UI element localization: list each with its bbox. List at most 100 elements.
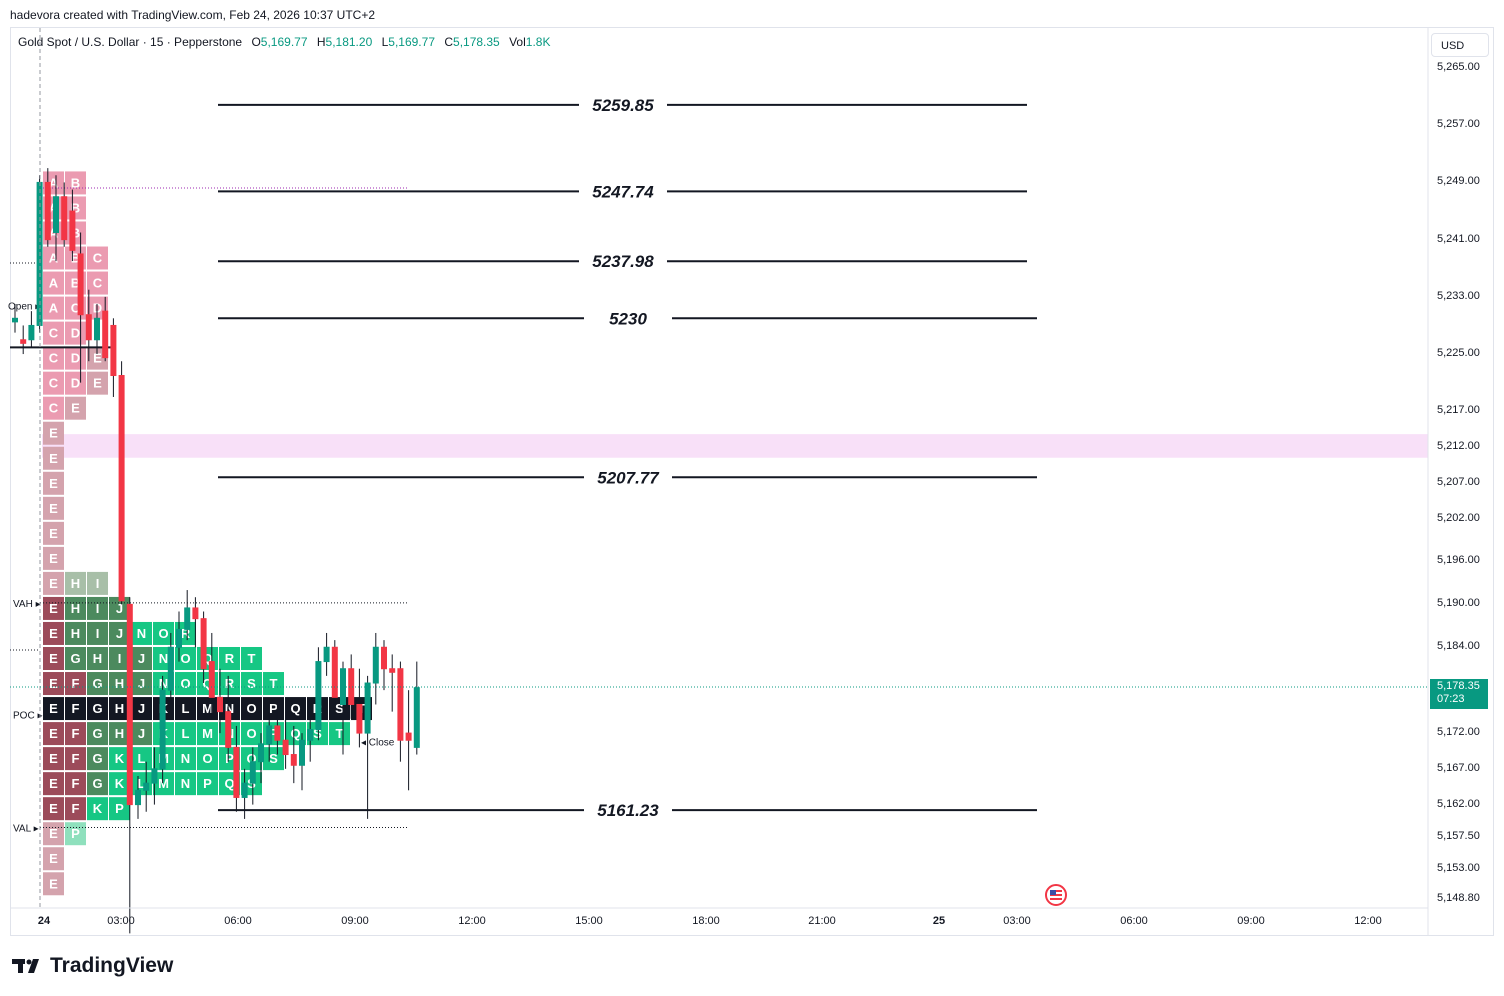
tpo-cell [43,847,64,871]
price-axis-label: 5,162.00 [1437,797,1480,810]
tpo-letter: N [225,701,234,716]
tpo-letter: C [49,376,59,391]
tpo-cell [87,672,108,696]
price-axis-label: 5,257.00 [1437,118,1480,131]
price-axis-label: 5,207.00 [1437,475,1480,488]
tpo-cell [87,797,108,821]
tpo-letter: F [72,751,80,766]
tpo-letter: G [92,701,102,716]
tpo-cell [65,772,86,796]
last-price-badge: 5,178.35 07:23 [1430,679,1488,709]
tpo-cell [219,646,240,670]
bar-countdown: 07:23 [1437,693,1465,705]
symbol-legend[interactable]: Gold Spot / U.S. Dollar · 15 · Peppersto… [18,35,550,49]
candle-up [143,782,150,791]
candle-down [381,646,387,670]
candle-down [20,339,27,344]
tpo-cell [263,672,284,696]
tpo-cell [219,697,240,721]
tpo-letter: J [138,726,145,741]
price-axis-label: 5,217.00 [1437,404,1480,417]
tpo-cell [65,621,86,645]
high-value: 5,181.20 [325,35,373,49]
tpo-letter: H [71,626,80,641]
currency-selector[interactable]: USD [1431,33,1489,57]
tpo-letter: B [71,251,80,266]
tpo-letter: N [159,676,168,691]
candle-down [397,668,404,741]
tpo-cell [109,722,130,746]
tpo-letter: E [49,576,58,591]
tpo-cell [43,471,64,495]
tpo-letter: N [159,651,168,666]
time-axis-label: 15:00 [575,915,603,927]
candle-down [331,646,338,698]
tpo-cell [87,246,108,270]
horizontal-levels[interactable]: 5259.85 5247.74 5237.98 5230 5207.77 5161.23 [218,96,1037,820]
tpo-letter: J [116,601,123,616]
tpo-cell [87,271,108,295]
tpo-letter: B [71,200,80,215]
tpo-letter: H [71,576,80,591]
time-axis-label: 03:00 [107,915,135,927]
tpo-letter: H [115,701,124,716]
tpo-letter: K [93,801,103,816]
tpo-letter: R [225,651,235,666]
tpo-cell [109,672,130,696]
tpo-letter: Q [290,701,300,716]
candle-down [118,375,125,602]
tradingview-logo[interactable]: TradingView [12,954,173,978]
candle-up [167,646,174,691]
zone-layer [42,434,1428,458]
tpo-cell [87,571,108,595]
tpo-cell [43,797,64,821]
tpo-cell [241,747,262,771]
poc-marker-label: POC ▸ [13,710,42,721]
tpo-letter: E [49,551,58,566]
level-label[interactable]: 5230 [609,309,647,328]
candle-up [266,725,273,745]
tpo-cell [65,646,86,670]
open-label: O [251,35,261,49]
tpo-letter: N [137,626,146,641]
price-axis-label: 5,265.00 [1437,61,1480,73]
candle-down [290,754,297,766]
tpo-letter: I [96,576,100,591]
level-label[interactable]: 5247.74 [592,182,654,201]
candle-down [61,196,68,241]
tpo-letter: D [71,326,80,341]
candle-up [159,689,166,770]
tpo-cell [263,747,284,771]
us-flag-icon[interactable] [1045,884,1067,906]
volume-value: 1.8K [525,35,551,49]
tpo-cell [43,446,64,470]
level-label[interactable]: 5237.98 [592,252,654,271]
candle-down [282,739,289,756]
tpo-letter: O [246,726,256,741]
tpo-letter: T [248,651,256,666]
tpo-letter: O [158,626,168,641]
tpo-letter: D [71,376,80,391]
last-price-value: 5,178.35 [1437,680,1480,692]
tpo-cell [43,521,64,545]
profile-markers: Open ▸ VAH ▸ POC ▸ VAL ▸ ◂ Close [8,187,408,834]
chart-frame [10,27,1494,936]
time-axis-label: 18:00 [692,915,720,927]
candle-down [77,253,84,316]
candle-down [356,703,363,734]
tpo-letter: P [71,826,80,841]
axes [10,28,1429,935]
tpo-letter: O [180,651,190,666]
tpo-letter: L [138,776,146,791]
level-label[interactable]: 5161.23 [597,801,659,820]
tpo-cell [87,621,108,645]
price-axis-label: 5,184.00 [1437,640,1480,653]
level-label[interactable]: 5207.77 [597,468,660,487]
level-label[interactable]: 5259.85 [592,96,654,115]
tpo-letter: E [49,851,58,866]
price-axis-label: 5,212.00 [1437,440,1480,453]
price-axis-label: 5,157.50 [1437,829,1480,842]
tpo-letter: P [203,776,212,791]
symbol-title[interactable]: Gold Spot / U.S. Dollar · 15 · Peppersto… [18,35,243,49]
